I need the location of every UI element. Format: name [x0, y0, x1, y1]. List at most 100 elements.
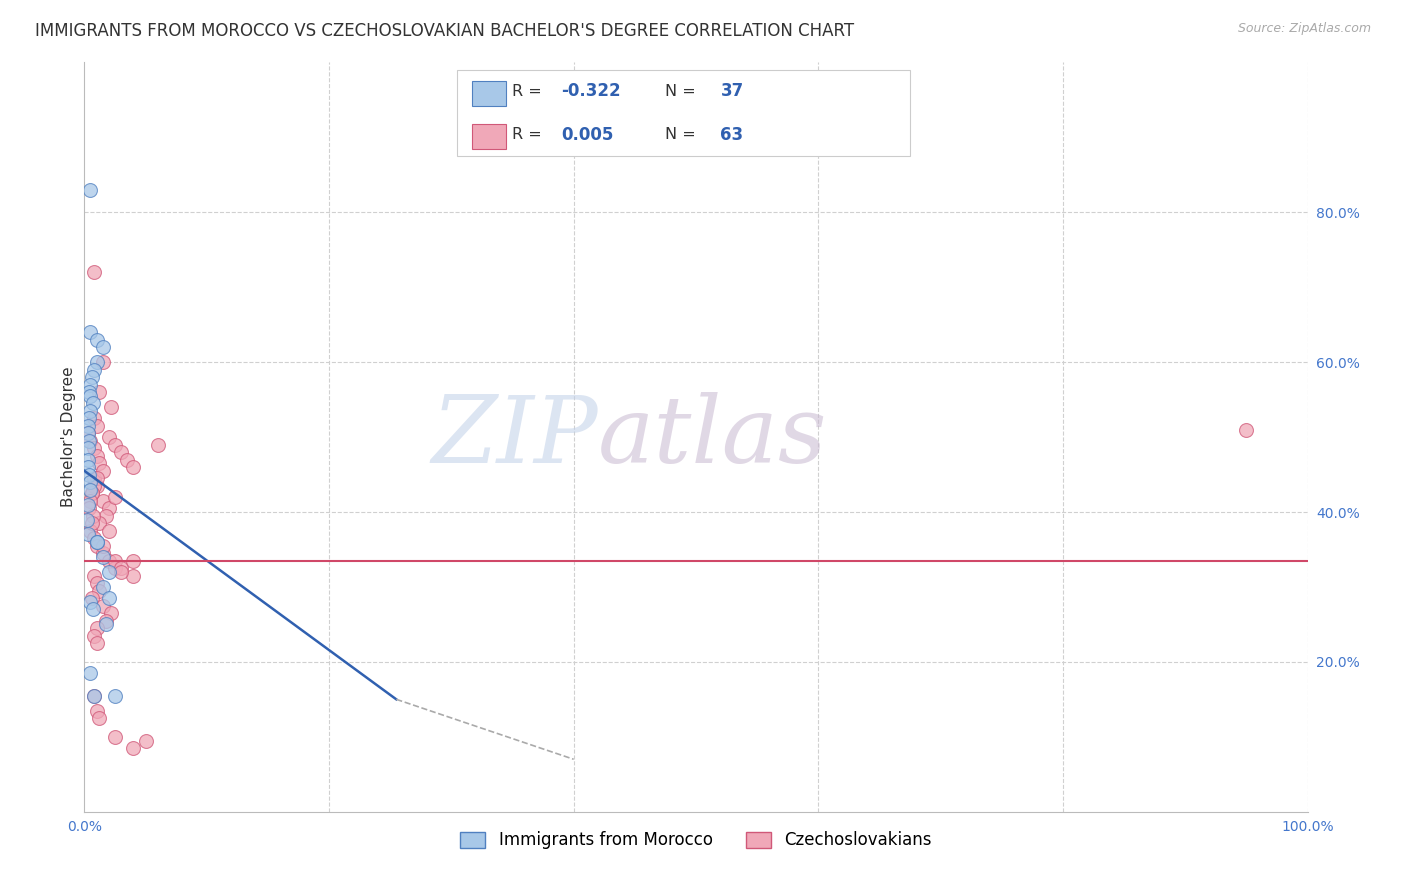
Point	[91, 549, 114, 564]
Text: -0.322: -0.322	[561, 82, 621, 101]
Point	[104, 554, 127, 568]
Point	[97, 554, 120, 568]
Point	[83, 479, 105, 493]
Point	[86, 539, 108, 553]
Point	[91, 493, 114, 508]
Point	[79, 475, 101, 489]
FancyBboxPatch shape	[457, 70, 910, 156]
Point	[122, 554, 145, 568]
Point	[122, 741, 145, 756]
Point	[83, 629, 105, 643]
Point	[77, 434, 100, 448]
Point	[83, 568, 105, 582]
Point	[83, 362, 105, 376]
Point	[86, 576, 108, 591]
Point	[115, 452, 138, 467]
Point	[104, 730, 127, 744]
Point	[110, 565, 132, 579]
Point	[79, 377, 101, 392]
Point	[79, 183, 101, 197]
Text: R =: R =	[513, 127, 547, 142]
Point	[77, 460, 100, 475]
Text: N =: N =	[665, 127, 702, 142]
Point	[122, 568, 145, 582]
Point	[122, 460, 145, 475]
Point	[79, 404, 101, 418]
Point	[83, 265, 105, 279]
Point	[91, 539, 114, 553]
Point	[83, 411, 105, 425]
Point	[77, 411, 100, 425]
Point	[100, 400, 122, 414]
Point	[96, 508, 118, 523]
Point	[77, 527, 100, 541]
Point	[87, 583, 110, 598]
Bar	[472, 124, 506, 149]
Point	[87, 456, 110, 470]
Point	[83, 442, 105, 456]
Point	[82, 396, 104, 410]
Point	[87, 711, 110, 725]
Point	[86, 704, 108, 718]
Point	[83, 689, 105, 703]
Point	[86, 449, 108, 463]
Point	[82, 602, 104, 616]
Point	[79, 389, 101, 403]
Point	[86, 333, 108, 347]
Point	[79, 434, 101, 448]
Point	[79, 325, 101, 339]
Point	[97, 524, 120, 538]
Point	[1236, 423, 1258, 437]
Point	[86, 535, 108, 549]
Point	[86, 418, 108, 433]
Point	[110, 445, 132, 459]
Point	[77, 501, 100, 516]
Point	[91, 599, 114, 613]
Point	[86, 479, 108, 493]
Point	[77, 498, 100, 512]
Point	[79, 595, 101, 609]
Text: 0.005: 0.005	[561, 126, 614, 144]
Point	[97, 591, 120, 606]
Point	[79, 666, 101, 681]
Point	[77, 452, 100, 467]
Text: ZIP: ZIP	[432, 392, 598, 482]
Point	[87, 385, 110, 400]
Point	[91, 580, 114, 594]
Point	[91, 355, 114, 369]
Point	[80, 370, 103, 384]
Point	[97, 430, 120, 444]
Point	[135, 733, 157, 747]
Point	[100, 606, 122, 620]
Point	[80, 486, 103, 500]
Point	[79, 483, 101, 497]
Point	[87, 516, 110, 531]
Point	[79, 493, 101, 508]
Point	[80, 516, 103, 531]
Text: IMMIGRANTS FROM MOROCCO VS CZECHOSLOVAKIAN BACHELOR'S DEGREE CORRELATION CHART: IMMIGRANTS FROM MOROCCO VS CZECHOSLOVAKI…	[35, 22, 855, 40]
Point	[77, 418, 100, 433]
Text: Source: ZipAtlas.com: Source: ZipAtlas.com	[1237, 22, 1371, 36]
Point	[86, 621, 108, 635]
Point	[104, 437, 127, 451]
Point	[76, 512, 98, 526]
Point	[77, 442, 100, 456]
Point	[91, 464, 114, 478]
Point	[77, 426, 100, 441]
Point	[82, 508, 104, 523]
Point	[96, 614, 118, 628]
Point	[110, 561, 132, 575]
Text: 37: 37	[720, 82, 744, 101]
Legend: Immigrants from Morocco, Czechoslovakians: Immigrants from Morocco, Czechoslovakian…	[454, 824, 938, 855]
Point	[86, 471, 108, 485]
Point	[83, 531, 105, 545]
Point	[96, 617, 118, 632]
Point	[91, 340, 114, 354]
Point	[79, 524, 101, 538]
Point	[77, 426, 100, 441]
Point	[80, 591, 103, 606]
Point	[104, 490, 127, 504]
Point	[91, 546, 114, 560]
Text: atlas: atlas	[598, 392, 828, 482]
Point	[83, 689, 105, 703]
